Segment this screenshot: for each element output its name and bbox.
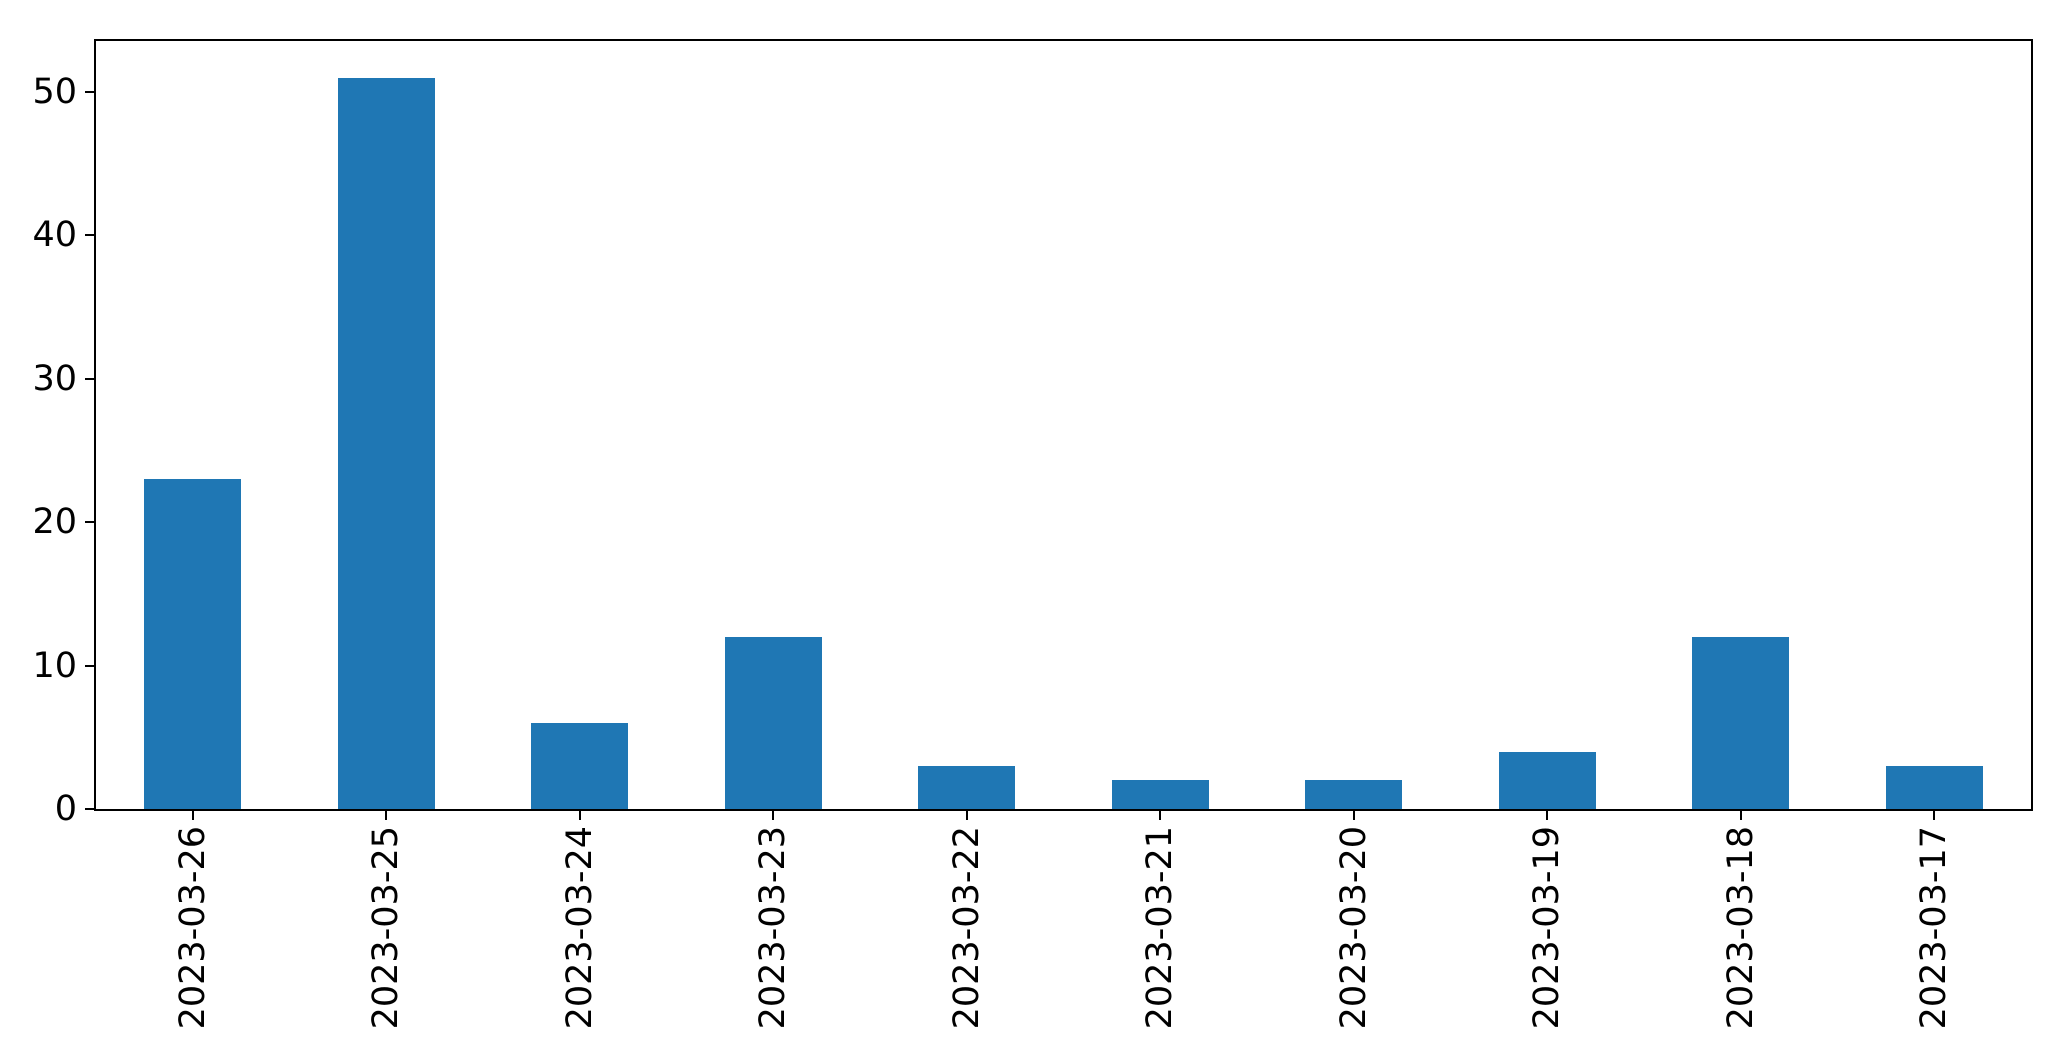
x-tick-mark [1352, 811, 1355, 820]
y-tick-mark [85, 377, 94, 380]
y-tick-label: 40 [32, 215, 77, 256]
x-tick-label: 2023-03-23 [753, 826, 794, 1030]
bar [1111, 780, 1209, 809]
y-tick-mark [85, 521, 94, 524]
x-tick-label: 2023-03-24 [559, 826, 600, 1030]
x-tick-mark [578, 811, 581, 820]
bar [1498, 751, 1596, 809]
x-tick-label: 2023-03-20 [1333, 826, 1374, 1030]
bar [531, 722, 629, 809]
y-tick-label: 30 [32, 358, 77, 399]
y-tick-mark [85, 234, 94, 237]
y-tick-label: 0 [54, 789, 77, 829]
x-tick-label: 2023-03-17 [1914, 826, 1955, 1030]
x-tick-label: 2023-03-21 [1140, 826, 1181, 1030]
x-tick-mark [772, 811, 775, 820]
bar [918, 765, 1016, 809]
x-tick-mark [191, 811, 194, 820]
bar [144, 479, 242, 809]
x-tick-label: 2023-03-19 [1527, 826, 1568, 1030]
y-tick-mark [85, 808, 94, 810]
x-tick-label: 2023-03-26 [172, 826, 213, 1030]
x-tick-mark [1546, 811, 1549, 820]
plot-area [94, 39, 2033, 811]
bar [337, 77, 435, 809]
x-tick-mark [1933, 811, 1936, 820]
y-tick-label: 10 [32, 645, 77, 686]
x-tick-label: 2023-03-25 [366, 826, 407, 1030]
x-tick-label: 2023-03-18 [1720, 826, 1761, 1030]
x-tick-label: 2023-03-22 [946, 826, 987, 1030]
y-tick-label: 20 [32, 502, 77, 543]
x-tick-mark [1739, 811, 1742, 820]
x-tick-mark [1159, 811, 1162, 820]
x-tick-mark [965, 811, 968, 820]
bar [1885, 765, 1983, 809]
bar [724, 636, 822, 809]
bar [1692, 636, 1790, 809]
y-tick-mark [85, 664, 94, 667]
x-tick-mark [385, 811, 388, 820]
y-tick-mark [85, 90, 94, 93]
y-tick-label: 50 [32, 71, 77, 112]
bar [1305, 780, 1403, 809]
